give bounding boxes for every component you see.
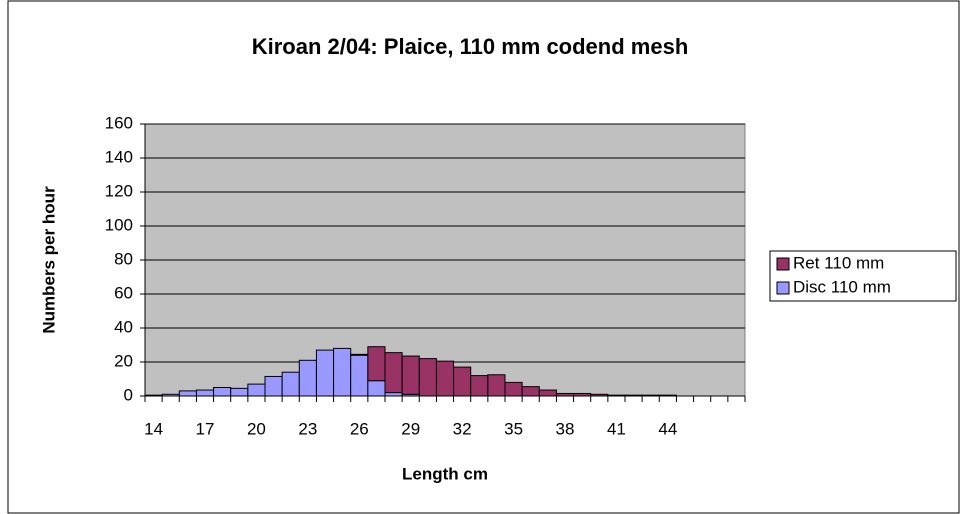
- bar: [230, 387, 249, 397]
- bar: [178, 390, 197, 397]
- bar: [350, 354, 369, 397]
- x-tick-label: 41: [607, 419, 626, 438]
- x-tick-label: 32: [453, 419, 472, 438]
- y-tick-label: 160: [105, 113, 133, 132]
- bar: [470, 375, 489, 397]
- x-tick-label: 17: [196, 419, 215, 438]
- y-tick-label: 60: [114, 283, 133, 302]
- x-tick-label: 38: [556, 419, 575, 438]
- bar: [487, 374, 506, 397]
- bar: [401, 355, 420, 395]
- bar: [435, 360, 455, 397]
- legend-label: Disc 110 mm: [793, 277, 891, 296]
- x-axis-title: Length cm: [402, 464, 488, 483]
- bar: [247, 383, 266, 397]
- y-tick-label: 80: [114, 249, 133, 268]
- y-tick-label: 40: [114, 317, 133, 336]
- x-tick-label: 35: [504, 419, 523, 438]
- bar: [384, 392, 403, 397]
- x-tick-label: 26: [350, 419, 369, 438]
- x-tick-label: 29: [401, 419, 420, 438]
- y-tick-label: 120: [105, 181, 133, 200]
- x-tick-label: 20: [247, 419, 266, 438]
- x-tick-label: 14: [144, 419, 163, 438]
- y-tick-label: 100: [105, 215, 133, 234]
- bar: [281, 371, 300, 397]
- x-tick-label: 23: [298, 419, 317, 438]
- bar: [453, 366, 472, 397]
- bar: [298, 359, 317, 397]
- bar: [504, 381, 523, 397]
- bar: [213, 387, 232, 397]
- legend-label: Ret 110 mm: [793, 253, 884, 272]
- legend-swatch: [776, 257, 790, 271]
- bar: [367, 346, 386, 382]
- y-tick-label: 140: [105, 147, 133, 166]
- bar: [367, 380, 386, 397]
- bar: [350, 353, 369, 356]
- bar: [418, 358, 437, 397]
- legend-swatch: [776, 281, 790, 295]
- legend-box: [769, 250, 957, 302]
- bar: [521, 386, 540, 397]
- bar: [538, 389, 557, 397]
- bar: [195, 389, 215, 397]
- y-tick-label: 20: [114, 351, 133, 370]
- y-axis-title: Numbers per hour: [39, 186, 58, 334]
- bar: [264, 375, 283, 397]
- bar: [315, 349, 335, 397]
- y-tick-label: 0: [124, 385, 133, 404]
- chart-title: Kiroan 2/04: Plaice, 110 mm codend mesh: [252, 34, 689, 59]
- bar: [384, 352, 403, 394]
- bar: [333, 347, 352, 397]
- x-tick-label: 44: [658, 419, 677, 438]
